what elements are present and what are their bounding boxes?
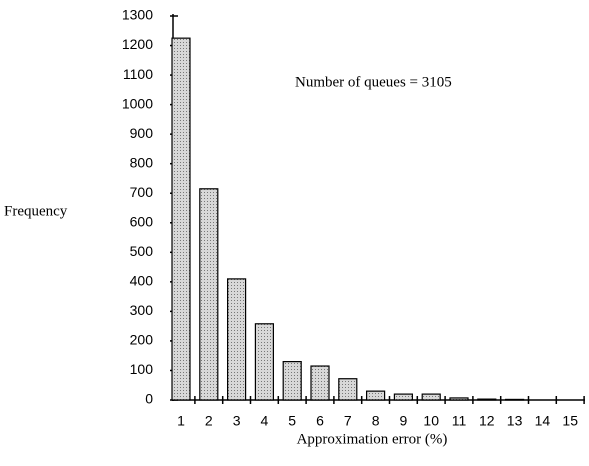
y-tick-label: 900 — [130, 125, 154, 141]
bar — [477, 398, 497, 401]
y-tick-label: 0 — [145, 391, 153, 407]
y-tick-label: 1000 — [122, 95, 153, 111]
x-axis-label: Approximation error (%) — [297, 431, 448, 447]
bar — [338, 378, 358, 401]
x-tick-label: 1 — [177, 413, 185, 429]
bar — [366, 390, 386, 401]
y-tick-label: 400 — [130, 273, 154, 289]
bar — [449, 397, 469, 401]
bar — [171, 37, 191, 401]
y-tick-label: 1200 — [122, 36, 153, 52]
bar — [282, 361, 302, 401]
bar — [393, 393, 413, 401]
y-tick-label: 500 — [130, 243, 154, 259]
x-tick-label: 6 — [316, 413, 324, 429]
y-tick-label: 1100 — [123, 66, 153, 82]
bar — [505, 398, 525, 401]
x-tick-label: 4 — [261, 413, 269, 429]
x-tick-label: 14 — [535, 413, 551, 429]
y-tick-label: 200 — [130, 332, 154, 348]
x-tick-label: 15 — [562, 413, 578, 429]
bar — [199, 188, 219, 401]
y-tick-label: 300 — [130, 302, 154, 318]
x-tick-label: 11 — [452, 413, 467, 429]
x-tick-label: 3 — [233, 413, 241, 429]
bar — [421, 393, 441, 401]
x-tick-label: 9 — [400, 413, 408, 429]
y-tick-label: 700 — [130, 184, 154, 200]
y-tick-label: 100 — [130, 361, 154, 377]
bar — [310, 365, 330, 401]
x-tick-label: 8 — [372, 413, 380, 429]
y-tick-label: 1300 — [122, 7, 153, 23]
x-tick-label: 2 — [205, 413, 213, 429]
x-tick-label: 12 — [479, 413, 495, 429]
x-tick-label: 10 — [423, 413, 439, 429]
x-tick-label: 7 — [344, 413, 352, 429]
bar — [254, 323, 274, 401]
annotation: Number of queues = 3105 — [295, 74, 452, 90]
x-tick-label: 13 — [507, 413, 523, 429]
x-tick-label: 5 — [288, 413, 296, 429]
y-tick-label: 600 — [130, 213, 154, 229]
y-tick-label: 800 — [130, 154, 154, 170]
bar — [227, 278, 247, 401]
y-axis-label: Frequency — [4, 203, 68, 219]
